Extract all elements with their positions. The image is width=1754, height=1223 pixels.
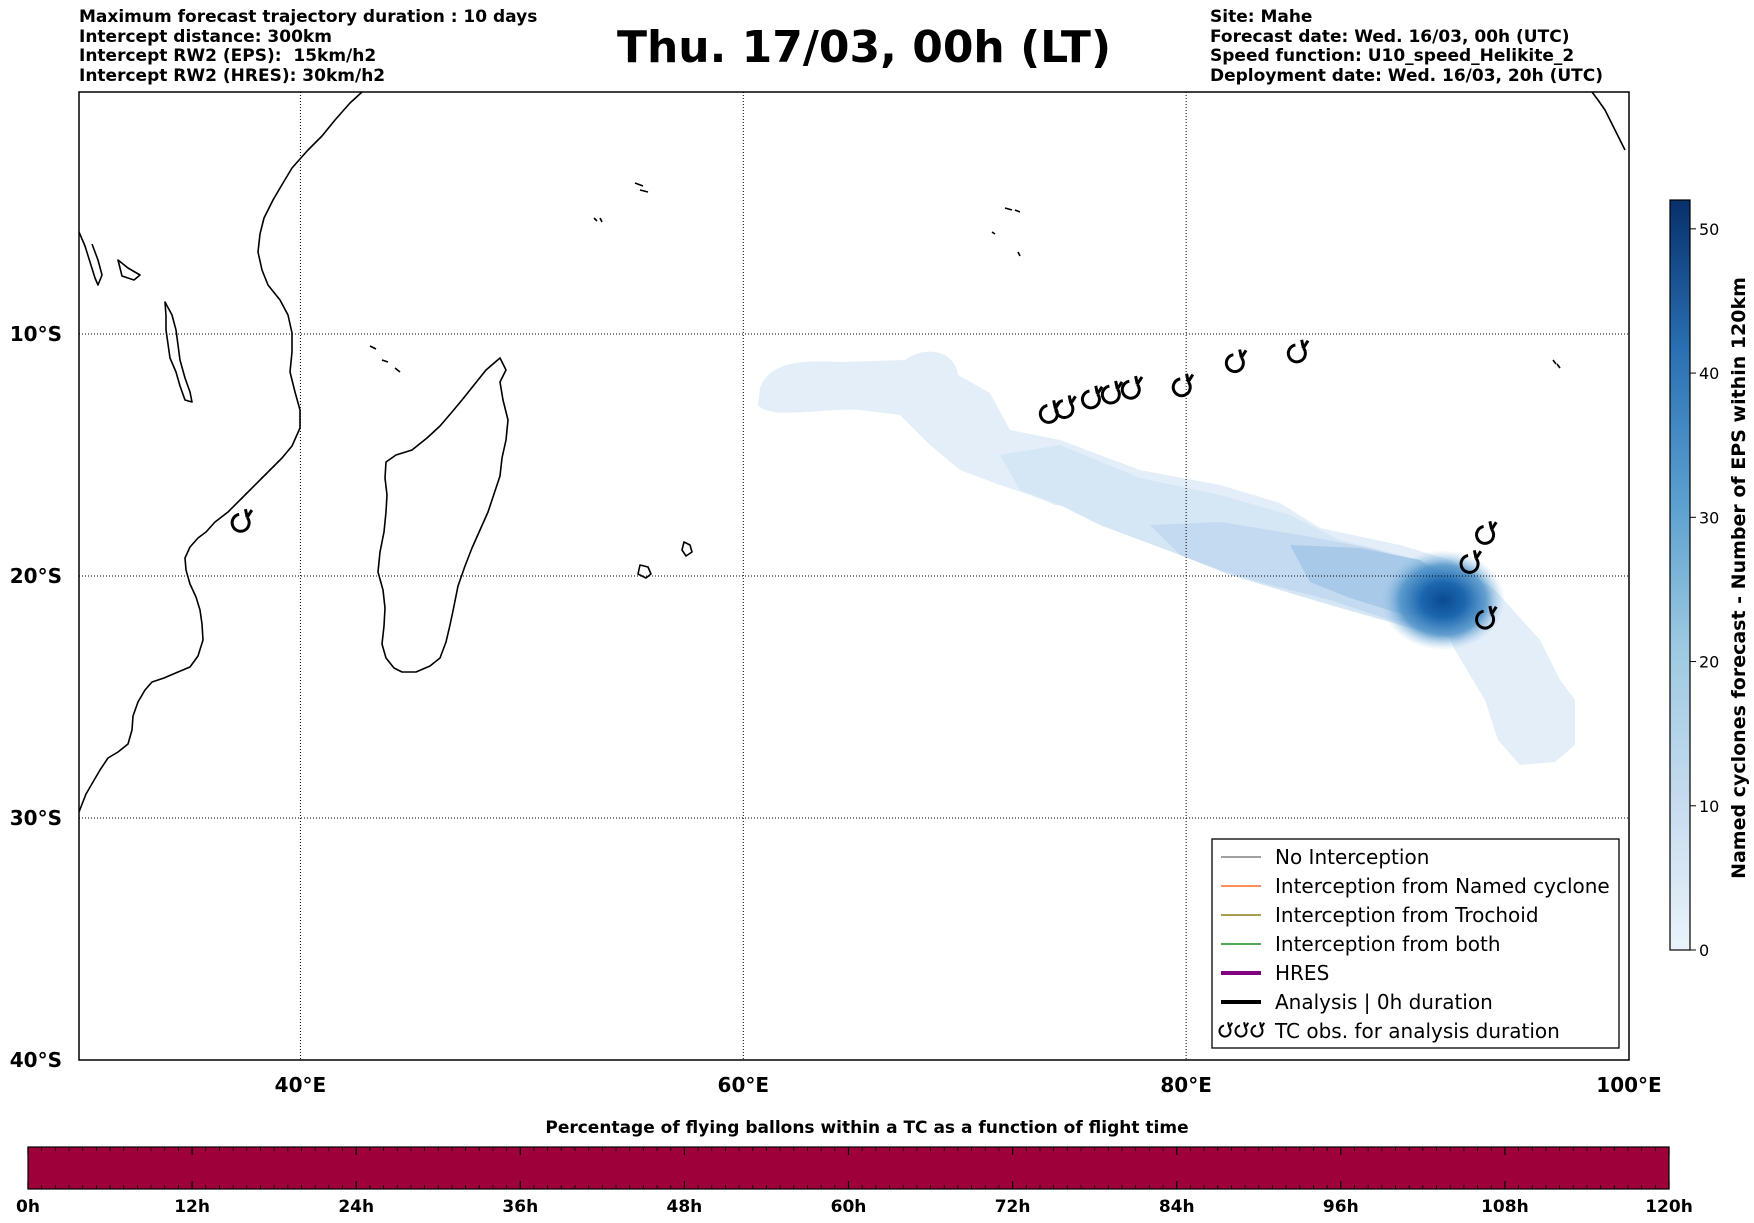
bar-tick-label: 48h [667, 1197, 703, 1217]
tc-obs-symbol [1475, 605, 1498, 630]
mauritius-island [637, 564, 652, 579]
longitude-labels: 40°E 60°E 80°E 100°E [275, 1073, 1662, 1097]
colorbar-gradient [1669, 199, 1691, 951]
colorbar-tick-label: 40 [1699, 364, 1719, 383]
colorbar-tick-label: 50 [1699, 220, 1719, 239]
tc-obs-symbol [1171, 373, 1195, 398]
legend-label: Interception from both [1275, 932, 1501, 956]
tc-obs-symbol [1234, 1022, 1250, 1038]
lat-label: 30°S [10, 806, 62, 830]
legend-label: Interception from Named cyclone [1275, 874, 1610, 898]
bar-tick-label: 36h [502, 1197, 538, 1217]
bar-tick-label: 120h [1645, 1197, 1693, 1217]
eps-density-swath [758, 351, 1575, 765]
africa-coastline [79, 92, 363, 813]
madagascar [377, 357, 509, 673]
lat-label: 20°S [10, 564, 62, 588]
bar-tick-label: 60h [831, 1197, 867, 1217]
tc-obs-symbol [1100, 380, 1124, 405]
header-line: Speed function: U10_speed_Helikite_2 [1210, 46, 1575, 66]
legend-item: Interception from Named cyclone [1221, 874, 1610, 898]
colorbar-tick-label: 30 [1699, 508, 1719, 527]
legend-label: HRES [1275, 961, 1329, 985]
tc-obs-symbol [1054, 395, 1077, 419]
legend: No Interception Interception from Named c… [1211, 838, 1620, 1049]
gridlines [79, 92, 1629, 1060]
legend-item: Interception from Trochoid [1221, 903, 1539, 927]
header-left: Maximum forecast trajectory duration : 1… [79, 7, 538, 86]
legend-item: No Interception [1221, 845, 1429, 869]
legend-frame [1211, 838, 1620, 1049]
tc-obs-symbol [1080, 385, 1104, 410]
legend-label: TC obs. for analysis duration [1274, 1019, 1560, 1043]
header-line: Maximum forecast trajectory duration : 1… [79, 7, 538, 27]
lat-label: 40°S [10, 1048, 62, 1072]
legend-item: TC obs. for analysis duration [1218, 1019, 1560, 1043]
tc-obs-symbol [1459, 550, 1483, 574]
africa-west-coastline [79, 231, 103, 286]
far-east-island [1552, 359, 1561, 369]
header-line: Site: Mahe [1210, 7, 1313, 27]
tc-obs-symbol [1218, 1022, 1234, 1038]
header-line: Intercept RW2 (EPS): 15km/h2 [79, 46, 377, 66]
seychelles-islands [593, 182, 649, 223]
header-line: Intercept RW2 (HRES): 30km/h2 [79, 65, 386, 86]
northeast-island [1591, 92, 1626, 151]
bar-tick-label: 24h [338, 1197, 374, 1217]
density-core [1381, 550, 1505, 651]
mozambique-channel-island [164, 301, 193, 403]
bar-tick-label: 72h [995, 1197, 1031, 1217]
tc-obs-symbol [1286, 339, 1310, 364]
bar-tick-label: 0h [16, 1197, 40, 1217]
lon-label: 80°E [1160, 1073, 1212, 1097]
map-frame [78, 91, 1630, 1061]
tc-obs-symbol [1475, 521, 1498, 545]
bar-tick-label: 12h [174, 1197, 210, 1217]
legend-item: Analysis | 0h duration [1221, 990, 1493, 1014]
lon-label: 60°E [718, 1073, 770, 1097]
tc-obs-symbol [1224, 349, 1248, 374]
tc-obs-symbol [1250, 1022, 1266, 1038]
bar-tick-label: 84h [1159, 1197, 1195, 1217]
header-line: Deployment date: Wed. 16/03, 20h (UTC) [1210, 65, 1604, 86]
legend-label: Interception from Trochoid [1275, 903, 1539, 927]
coastlines [79, 92, 1626, 813]
comoros-islands [369, 345, 401, 373]
tc-obs-symbol [230, 508, 254, 533]
colorbar-tick-label: 0 [1699, 941, 1709, 960]
header-line: Intercept distance: 300km [79, 26, 332, 47]
lake-outline [117, 259, 141, 281]
colorbar-tick-label: 10 [1699, 797, 1719, 816]
colorbar-title: Named cyclones forecast - Number of EPS … [1728, 277, 1750, 879]
flight-time-bar: Percentage of flying ballons within a TC… [16, 1118, 1693, 1217]
header-right: Site: Mahe Forecast date: Wed. 16/03, 00h… [1210, 7, 1604, 86]
lon-label: 100°E [1596, 1073, 1661, 1097]
tc-obs-symbol [1120, 375, 1144, 400]
legend-label: Analysis | 0h duration [1275, 990, 1493, 1014]
tc-observations [230, 339, 1498, 630]
legend-label: No Interception [1275, 845, 1429, 869]
map-area [79, 92, 1629, 1060]
bar-tick-label: 96h [1323, 1197, 1359, 1217]
colorbar-tick-label: 20 [1699, 653, 1719, 672]
latitude-labels: 10°S 20°S 30°S 40°S [10, 322, 62, 1072]
page-title: Thu. 17/03, 00h (LT) [616, 22, 1112, 73]
bar-tick-label: 108h [1481, 1197, 1529, 1217]
reunion-island [681, 541, 693, 557]
lon-label: 40°E [275, 1073, 327, 1097]
atoll-islands [991, 207, 1021, 257]
legend-item: Interception from both [1221, 932, 1501, 956]
density-colorbar: 0 10 20 30 40 50 Named cyclones forecast - Nu… [1669, 199, 1750, 960]
lat-label: 10°S [10, 322, 62, 346]
header-line: Forecast date: Wed. 16/03, 00h (UTC) [1210, 26, 1570, 47]
flight-bar-title: Percentage of flying ballons within a TC… [545, 1118, 1188, 1138]
legend-item: HRES [1221, 961, 1329, 985]
